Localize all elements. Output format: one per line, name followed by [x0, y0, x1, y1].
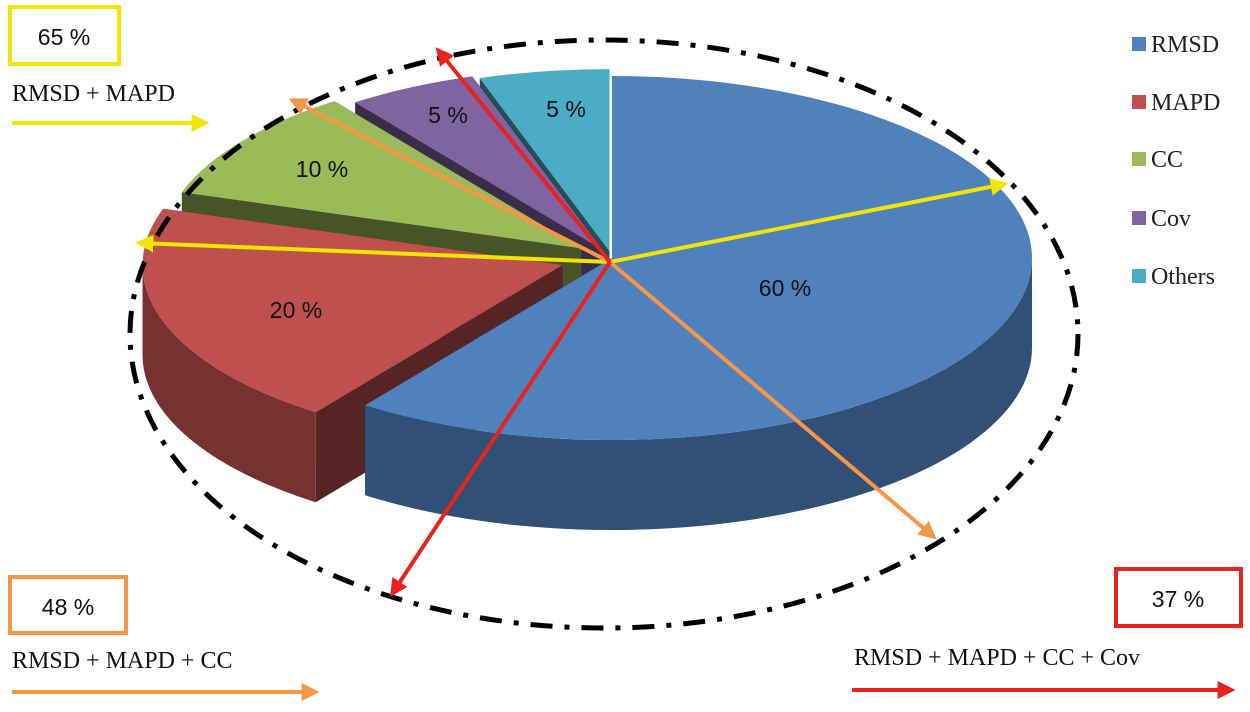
legend-swatch-cov [1132, 211, 1146, 225]
annotation-65-value: 65 % [38, 24, 90, 50]
annotation-37-box [1114, 567, 1243, 628]
annotation-48-value: 48 % [42, 594, 94, 620]
annotation-37: 37 % RMSD + MAPD + CC + Cov [852, 567, 1243, 699]
annotation-37-value: 37 % [1152, 586, 1204, 612]
legend-swatch-rmsd [1132, 37, 1146, 51]
slice-label-cc: 10 % [296, 156, 348, 182]
annotation-arrows [135, 47, 1009, 598]
annotation-48-caption: RMSD + MAPD + CC [12, 648, 232, 674]
legend-item-cc: CC [1132, 147, 1183, 173]
annotation-65: 65 % RMSD + MAPD [8, 5, 210, 132]
pie-slice-rmsd [365, 76, 1032, 440]
legend-label-rmsd: RMSD [1151, 32, 1219, 58]
annotation-48-box [8, 575, 128, 635]
annotation-37-caption: RMSD + MAPD + CC + Cov [854, 645, 1140, 671]
red-arrow-bottom [390, 260, 612, 598]
legend-item-others: Others [1132, 264, 1215, 290]
annotation-65-caption: RMSD + MAPD [12, 81, 175, 107]
legend-swatch-cc [1132, 152, 1146, 166]
legend-label-others: Others [1151, 264, 1215, 290]
legend-label-mapd: MAPD [1151, 90, 1220, 116]
legend-item-cov: Cov [1132, 206, 1191, 232]
legend-item-mapd: MAPD [1132, 90, 1220, 116]
pie-slice-wall-rmsd [365, 258, 1032, 531]
legend-label-cov: Cov [1151, 206, 1191, 232]
legend: RMSD MAPD CC Cov Others [1132, 32, 1220, 290]
legend-label-cc: CC [1151, 147, 1183, 173]
annotation-48: 48 % RMSD + MAPD + CC [8, 575, 320, 701]
pie-slice-others [479, 69, 610, 252]
pie-slice-cov [355, 76, 603, 250]
pie-slice-cc [181, 101, 582, 249]
legend-swatch-others [1132, 269, 1146, 283]
pie-slice-mapd [142, 208, 563, 413]
orange-arrow-top [288, 98, 611, 264]
pie-slice-wall-mapd [142, 264, 316, 503]
grouping-ellipse [127, 37, 1081, 631]
pie-slices [142, 69, 1032, 531]
slice-label-mapd: 20 % [270, 297, 322, 323]
orange-arrow-bottom [608, 260, 937, 540]
legend-item-rmsd: RMSD [1132, 32, 1219, 58]
yellow-arrow-left [135, 234, 611, 264]
yellow-arrow-right [609, 177, 1009, 264]
slice-label-cov: 5 % [428, 102, 468, 128]
legend-swatch-mapd [1132, 95, 1146, 109]
slice-label-rmsd: 60 % [759, 275, 811, 301]
red-arrow-top [435, 47, 612, 264]
slice-label-others: 5 % [546, 96, 586, 122]
slice-labels: 60 % 20 % 10 % 5 % 5 % [270, 96, 811, 323]
annotation-65-box [8, 5, 121, 66]
